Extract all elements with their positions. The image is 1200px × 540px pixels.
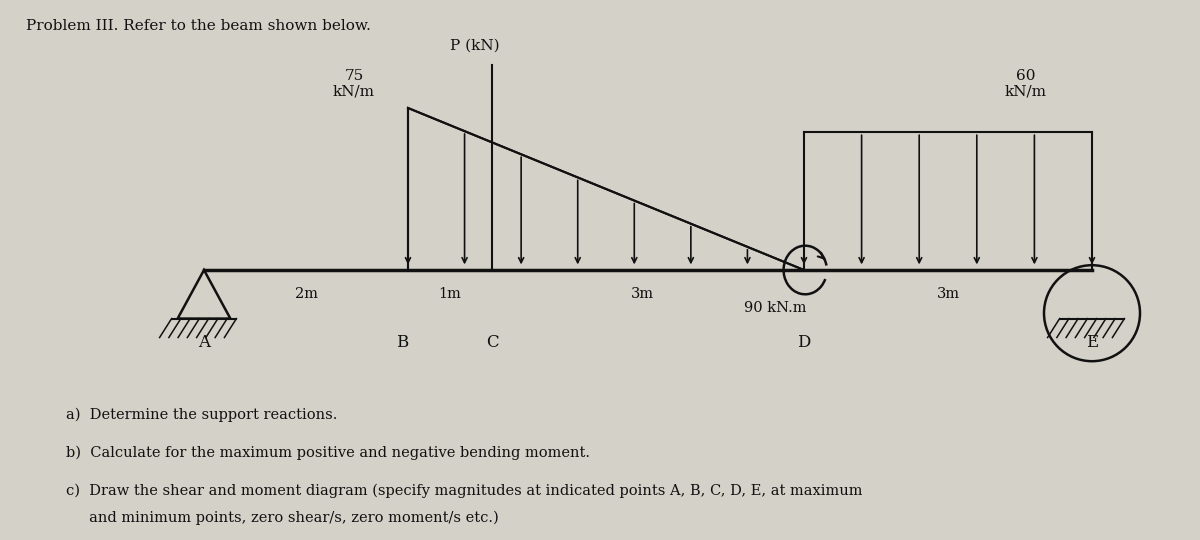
Text: 2m: 2m bbox=[294, 287, 318, 301]
Text: a)  Determine the support reactions.: a) Determine the support reactions. bbox=[66, 408, 337, 422]
Text: 3m: 3m bbox=[630, 287, 654, 301]
Text: 60
kN/m: 60 kN/m bbox=[1006, 69, 1046, 99]
Text: and minimum points, zero shear/s, zero moment/s etc.): and minimum points, zero shear/s, zero m… bbox=[66, 510, 499, 525]
Text: 1m: 1m bbox=[438, 287, 462, 301]
Text: D: D bbox=[797, 334, 811, 352]
Text: P (kN): P (kN) bbox=[450, 39, 499, 53]
Text: 90 kN.m: 90 kN.m bbox=[744, 301, 806, 315]
Text: b)  Calculate for the maximum positive and negative bending moment.: b) Calculate for the maximum positive an… bbox=[66, 446, 590, 460]
Text: 3m: 3m bbox=[936, 287, 960, 301]
Text: c)  Draw the shear and moment diagram (specify magnitudes at indicated points A,: c) Draw the shear and moment diagram (sp… bbox=[66, 483, 863, 498]
Text: E: E bbox=[1086, 334, 1098, 352]
Text: Problem III. Refer to the beam shown below.: Problem III. Refer to the beam shown bel… bbox=[26, 19, 371, 33]
Text: 75
kN/m: 75 kN/m bbox=[334, 69, 374, 99]
Text: C: C bbox=[486, 334, 498, 352]
Text: A: A bbox=[198, 334, 210, 352]
Text: B: B bbox=[396, 334, 408, 352]
